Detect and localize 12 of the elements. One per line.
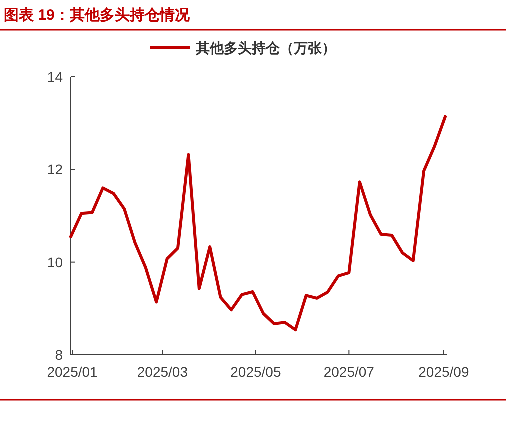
chart-title: 图表 19：其他多头持仓情况 <box>4 7 191 24</box>
y-tick-label: 14 <box>47 69 64 85</box>
x-tick-label: 2025/07 <box>324 364 375 380</box>
legend-label: 其他多头持仓（万张） <box>195 40 336 56</box>
x-tick-label: 2025/05 <box>230 364 282 380</box>
y-tick-label: 10 <box>47 254 64 270</box>
x-tick-label: 2025/03 <box>137 364 188 380</box>
x-tick-label: 2025/01 <box>47 364 98 380</box>
line-series <box>70 115 447 332</box>
x-tick-label: 2025/09 <box>418 364 470 380</box>
y-tick-label: 8 <box>55 347 64 363</box>
y-tick-label: 12 <box>47 162 64 178</box>
